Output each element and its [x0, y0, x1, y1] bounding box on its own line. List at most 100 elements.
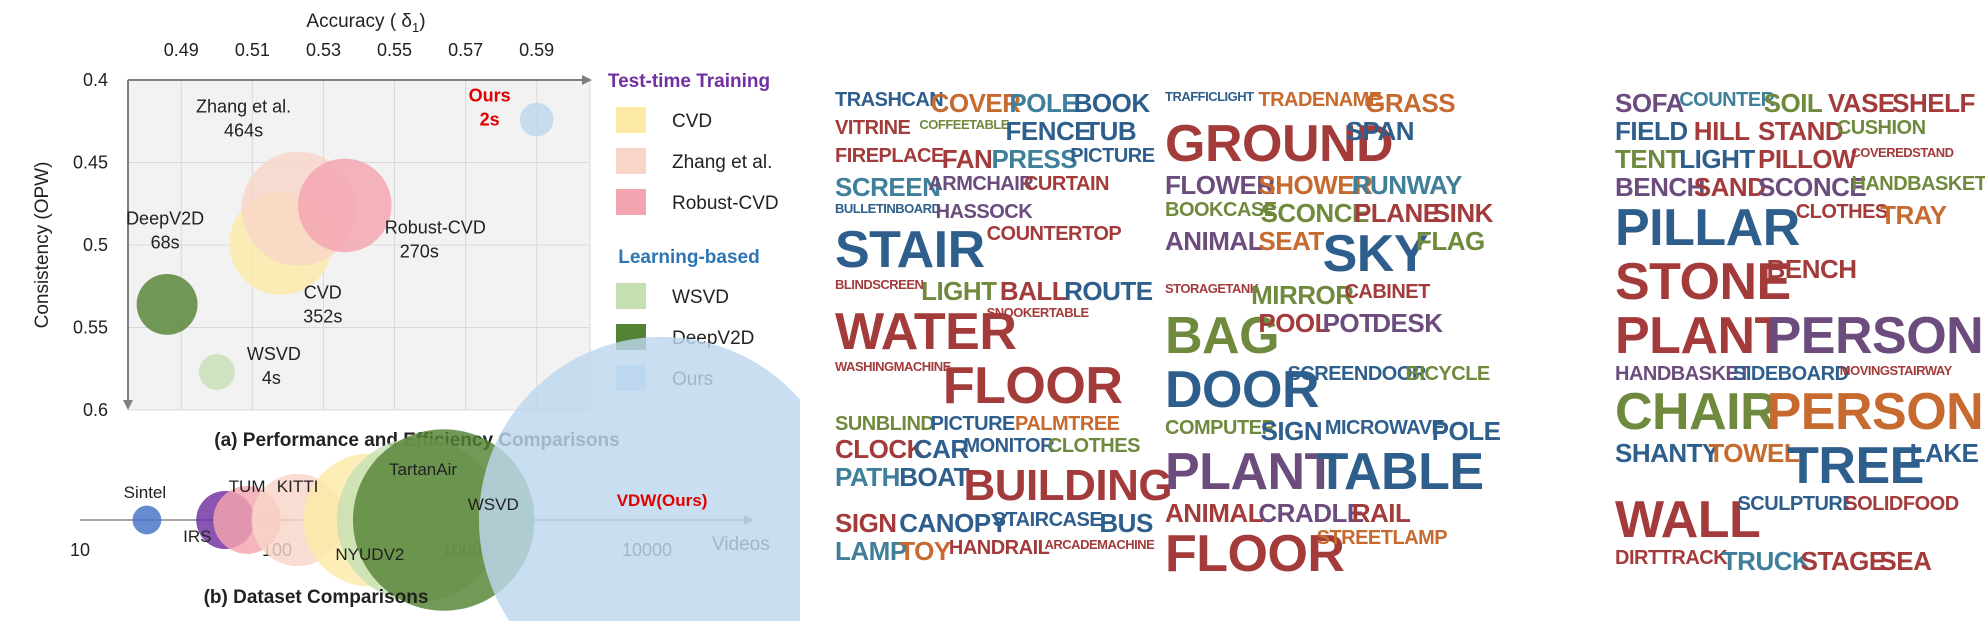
- y-axis-label: Consistency (OPW): [32, 162, 53, 329]
- word-cloud-word: BOAT: [899, 462, 969, 492]
- word-cloud-word: ARMCHAIR: [928, 173, 1034, 195]
- word-cloud-word: COMPUTER: [1165, 417, 1276, 439]
- word-cloud-word: CAR: [913, 434, 969, 464]
- bubble-label-time: 68s: [151, 232, 180, 252]
- x-axis-label-close: ): [419, 11, 425, 32]
- word-cloud-word: FLOOR: [942, 357, 1123, 415]
- legend-swatch: [616, 107, 646, 133]
- dataset-label: KITTI: [277, 477, 319, 496]
- word-cloud-word: GRASS: [1365, 88, 1456, 118]
- word-cloud-word: COVER: [930, 88, 1021, 118]
- word-cloud-word: VASE: [1827, 88, 1895, 118]
- word-cloud-word: LIGHT: [1679, 144, 1755, 174]
- word-cloud-word: SIDEBOARD: [1733, 363, 1849, 385]
- x-tick-label: 0.57: [448, 40, 483, 60]
- word-cloud-word: ROUTE: [1064, 276, 1153, 306]
- y-tick-label: 0.5: [83, 235, 108, 255]
- bubbles: [136, 102, 554, 391]
- legend-swatch: [616, 148, 646, 174]
- videos-tick-label: 10: [70, 540, 90, 560]
- bubble-ours: [519, 102, 554, 137]
- y-tick-label: 0.45: [73, 153, 108, 173]
- word-cloud-word: ARCADEMACHINE: [1044, 537, 1155, 552]
- word-cloud-word: CRADLE: [1258, 498, 1364, 528]
- word-cloud: TRASHCAN COVER POLE BOOK VITRINE COFFEETABLE F…: [835, 88, 1985, 590]
- x-tick-label: 0.51: [235, 40, 270, 60]
- word-cloud-word: DOOR: [1165, 361, 1320, 419]
- word-cloud-word: CLOTHES: [1795, 201, 1889, 223]
- word-cloud-word: PICTURE: [930, 413, 1016, 435]
- word-cloud-word: PILLOW: [1758, 144, 1857, 174]
- word-cloud-word: CLOCK: [835, 434, 925, 464]
- x-tick-label: 0.55: [377, 40, 412, 60]
- word-cloud-word: SCREEN: [835, 172, 941, 202]
- performance-chart: Accuracy ( δ1) Consistency (OPW) 0.49 0.5…: [32, 11, 779, 451]
- dataset-label: WSVD: [468, 495, 519, 514]
- word-cloud-word: BULLETINBOARD: [835, 201, 941, 216]
- word-cloud-word: MONITOR: [963, 435, 1055, 457]
- word-cloud-word: PICTURE: [1070, 145, 1155, 167]
- bubble-label-name: CVD: [304, 282, 342, 302]
- word-cloud-word: SOIL: [1763, 88, 1823, 118]
- word-cloud-word: TRAFFICLIGHT: [1165, 89, 1254, 104]
- word-cloud-word: ANIMAL: [1165, 226, 1264, 256]
- word-cloud-word: TOWEL: [1708, 438, 1800, 468]
- legend-group-title: Test-time Training: [608, 71, 770, 92]
- word-cloud-word: SCONCE: [1260, 198, 1370, 228]
- word-cloud-word: COFFEETABLE: [919, 117, 1009, 132]
- word-cloud-word: PRESS: [991, 144, 1078, 174]
- dataset-label: NYUDV2: [335, 545, 404, 564]
- word-cloud-word: SCULPTURE: [1737, 493, 1856, 515]
- x-tick-label: 0.53: [306, 40, 341, 60]
- word-cloud-word: BAG: [1165, 307, 1280, 365]
- word-cloud-word: MIRROR: [1251, 280, 1354, 310]
- legend-entry-label: CVD: [672, 111, 712, 132]
- word-cloud-word: SUNBLIND: [835, 413, 935, 435]
- word-cloud-word: POLE: [1009, 88, 1079, 118]
- word-cloud-word: SEAT: [1258, 226, 1324, 256]
- word-cloud-word: BUS: [1099, 508, 1153, 538]
- dataset-label: Sintel: [124, 483, 167, 502]
- word-cloud-word: CUSHION: [1836, 117, 1926, 139]
- word-cloud-word: SHOWER: [1258, 170, 1373, 200]
- word-cloud-word: MOVINGSTAIRWAY: [1839, 363, 1952, 378]
- y-tick-label: 0.4: [83, 70, 108, 90]
- word-cloud-word: COUNTERTOP: [986, 223, 1122, 245]
- dataset-label: IRS: [183, 527, 211, 546]
- word-cloud-word: WALL: [1615, 491, 1761, 549]
- bubble-label-time: 270s: [400, 241, 439, 261]
- word-cloud-word: TRAY: [1880, 200, 1947, 230]
- dataset-bubble-vdw-ours-: [478, 336, 800, 621]
- bubble-label-name: Ours: [469, 86, 511, 106]
- word-cloud-word: SOLIDFOOD: [1844, 493, 1959, 515]
- x-axis-label: Accuracy ( δ1): [306, 11, 425, 35]
- word-cloud-word: WASHINGMACHINE: [835, 359, 951, 374]
- y-tick-label: 0.55: [73, 318, 108, 338]
- word-cloud-word: POLE: [1431, 416, 1501, 446]
- word-cloud-word: BENCH: [1766, 254, 1857, 284]
- word-cloud-word: BOOK: [1073, 88, 1151, 118]
- word-cloud-word: SOFA: [1615, 88, 1684, 118]
- word-cloud-word: CURTAIN: [1023, 173, 1110, 195]
- word-cloud-word: TENT: [1615, 144, 1681, 174]
- word-cloud-word: COUNTER: [1679, 89, 1775, 111]
- word-cloud-word: CHAIR: [1615, 383, 1778, 441]
- bubble-label-time: 2s: [480, 110, 500, 130]
- word-cloud-word: PLANE: [1353, 198, 1440, 228]
- word-cloud-word: FLAG: [1415, 226, 1485, 256]
- word-cloud-word: STAIRCASE: [992, 509, 1103, 531]
- word-cloud-word: TUB: [1084, 116, 1137, 146]
- word-cloud-word: STAGE: [1800, 546, 1887, 576]
- bubble-labels: DeepV2D 68s WSVD 4s CVD 352s Zhang et al. 464s R…: [126, 86, 511, 388]
- legend-entry-label: Robust-CVD: [672, 193, 779, 214]
- bubble-robust-cvd: [297, 158, 392, 253]
- word-cloud-word: GROUND: [1165, 115, 1394, 173]
- word-cloud-word: COVEREDSTAND: [1851, 145, 1954, 160]
- word-cloud-word: LAMP: [835, 536, 907, 566]
- word-cloud-word: SHANTY: [1615, 438, 1719, 468]
- word-cloud-word: TABLE: [1316, 443, 1484, 501]
- bubble-label-name: DeepV2D: [126, 208, 204, 228]
- word-cloud-word: RUNWAY: [1351, 170, 1463, 200]
- word-cloud-word: FIREPLACE: [835, 145, 944, 167]
- word-cloud-word: BENCH: [1615, 172, 1705, 202]
